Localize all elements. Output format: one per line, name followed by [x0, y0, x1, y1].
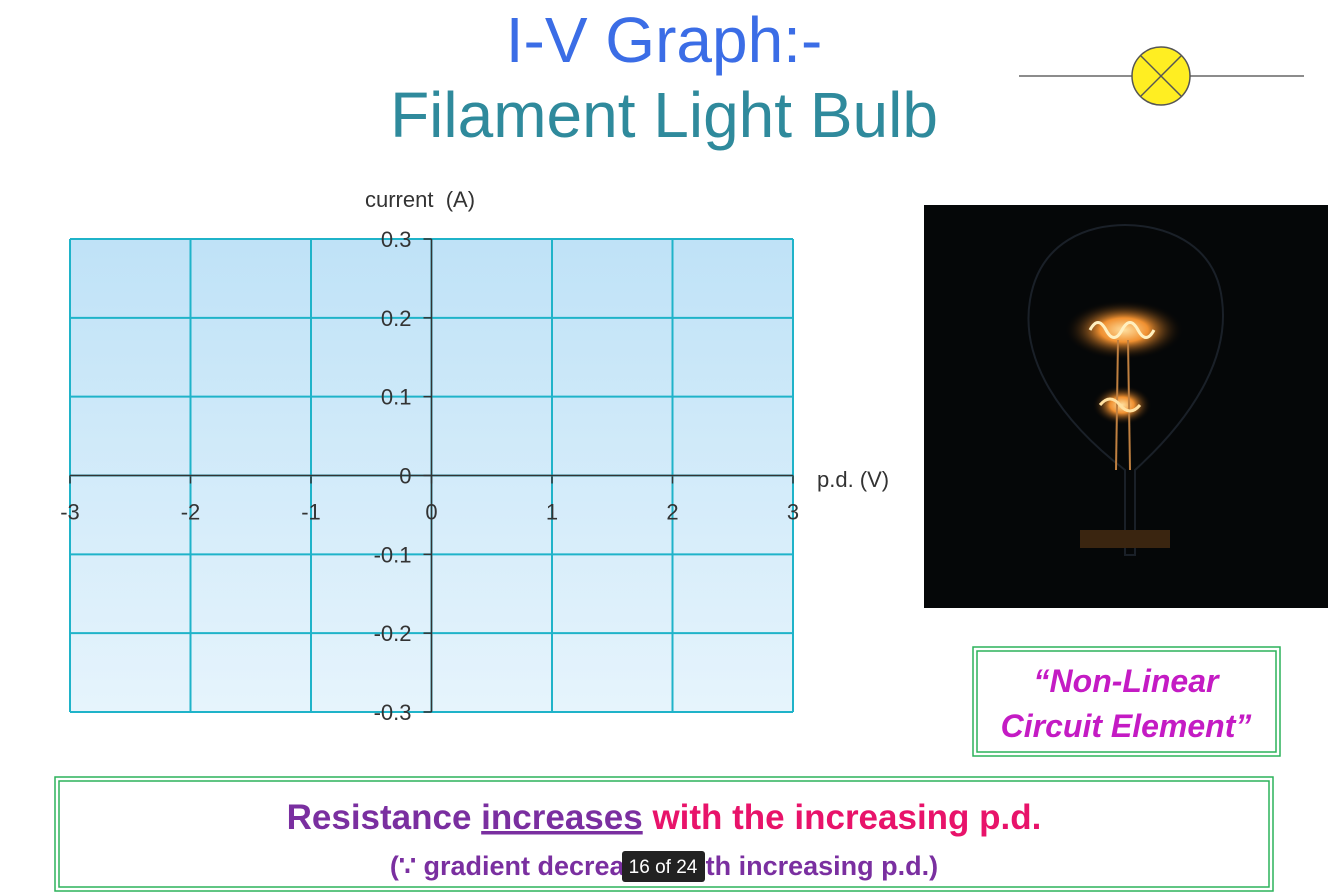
conclusion: Resistance increases with the increasing… [287, 798, 1042, 837]
page-badge: 16 of 24 [622, 851, 705, 882]
x-tick-label: -1 [301, 500, 321, 525]
x-tick-label: -3 [60, 500, 80, 525]
y-tick-label: -0.3 [374, 700, 412, 725]
x-axis-label: p.d. (V) [817, 467, 889, 492]
bulb-symbol [1019, 46, 1304, 106]
y-tick-label: -0.1 [374, 542, 412, 567]
x-tick-label: -2 [181, 500, 201, 525]
conclusion-part: with the increasing p.d. [651, 798, 1041, 837]
chart: -3 -2 -1 0 1 2 3-0.3-0.2-0.100.10.20.3current … [60, 187, 889, 725]
x-tick-label: 2 [666, 500, 678, 525]
callout-line: Circuit Element” [1001, 708, 1252, 744]
x-tick-label: 1 [546, 500, 558, 525]
y-axis-label: current (A) [365, 187, 475, 212]
callout-box: “Non-Linear Circuit Element” [972, 646, 1281, 757]
page-badge-text: 16 of 24 [629, 857, 698, 878]
y-tick-label: -0.2 [374, 621, 412, 646]
y-tick-label: 0.3 [381, 227, 412, 252]
subtitle: Filament Light Bulb [390, 79, 938, 151]
callout-line: “Non-Linear [1034, 663, 1220, 699]
x-tick-label: 3 [787, 500, 799, 525]
conclusion-part: increases [481, 798, 643, 837]
title: I-V Graph:- [506, 4, 823, 76]
y-tick-label: 0.1 [381, 385, 412, 410]
conclusion-part: Resistance [287, 798, 472, 837]
bulb-photo [924, 205, 1328, 608]
y-tick-label: 0.2 [381, 306, 412, 331]
